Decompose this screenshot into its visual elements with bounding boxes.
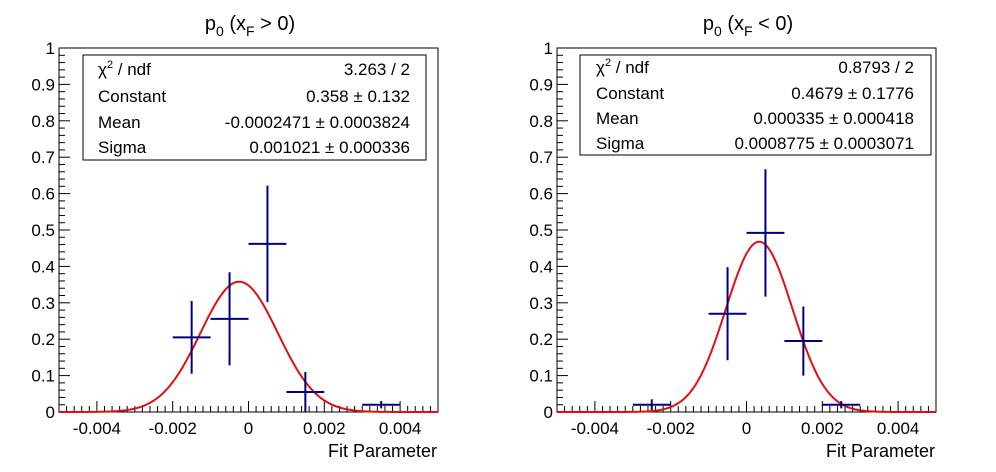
gaussian-fit-curve: [557, 240, 936, 413]
stats-box: χ2 / ndf 3.263 / 2 Constant 0.358 ± 0.13…: [82, 54, 427, 161]
x-tick-label: 0: [742, 419, 751, 438]
data-point: [746, 169, 785, 297]
stats-box-frame: [579, 54, 932, 156]
stats-constant-label: Constant: [98, 87, 166, 106]
y-axis: 0 0.1 0.2 0.3 0.4 0.5 0.6 0.7 0.8 0.9 1: [31, 39, 70, 422]
x-axis: -0.004 -0.002 0 0.002 0.004: [58, 401, 439, 438]
y-tick-label: 0.8: [529, 112, 553, 131]
y-tick-label: 0.2: [529, 330, 553, 349]
x-tick-label: -0.004: [73, 419, 121, 438]
stats-chi2-value: 3.263 / 2: [344, 60, 410, 79]
y-tick-label: 0.9: [529, 75, 553, 94]
data-point: [172, 300, 211, 374]
y-tick-label: 1: [46, 39, 55, 58]
stats-constant-value: 0.4679 ± 0.1776: [791, 84, 914, 103]
y-tick-label: 0.2: [31, 330, 55, 349]
y-tick-label: 0.4: [31, 257, 55, 276]
stats-chi2-label: χ2 / ndf: [596, 57, 649, 77]
stats-sigma-label: Sigma: [596, 134, 645, 153]
data-points: [632, 169, 861, 411]
y-tick-label: 0.8: [31, 112, 55, 131]
data-point: [632, 399, 671, 411]
data-point: [210, 272, 249, 366]
stats-sigma-value: 0.001021 ± 0.000336: [249, 138, 410, 157]
stats-mean-label: Mean: [596, 109, 639, 128]
chart-title: p0 (xF > 0): [205, 13, 295, 39]
x-tick-label: -0.002: [149, 419, 197, 438]
data-point: [362, 401, 401, 409]
y-tick-label: 0: [46, 403, 55, 422]
stats-constant-label: Constant: [596, 84, 664, 103]
y-tick-label: 0.5: [31, 221, 55, 240]
stats-constant-value: 0.358 ± 0.132: [306, 87, 410, 106]
y-tick-label: 0.6: [31, 185, 55, 204]
x-axis: -0.004 -0.002 0 0.002 0.004: [556, 401, 937, 438]
data-point: [248, 185, 287, 303]
y-tick-label: 0.1: [529, 367, 553, 386]
y-axis: 0 0.1 0.2 0.3 0.4 0.5 0.6 0.7 0.8 0.9 1: [529, 39, 568, 422]
y-tick-label: 0.3: [529, 294, 553, 313]
stats-mean-label: Mean: [98, 113, 141, 132]
x-tick-label: -0.002: [647, 419, 695, 438]
data-point: [708, 267, 747, 361]
y-tick-label: 1: [544, 39, 553, 58]
stats-chi2-label: χ2 / ndf: [98, 59, 151, 79]
y-tick-label: 0.9: [31, 75, 55, 94]
stats-sigma-label: Sigma: [98, 138, 147, 157]
y-tick-label: 0.3: [31, 294, 55, 313]
stats-box-frame: [82, 54, 427, 161]
chart-panel-xf-negative: p0 (xF < 0) 0 0.1 0.2 0.3 0.4 0.5 0.6 0.7 0.8 0.9…: [529, 13, 937, 461]
y-tick-label: 0: [544, 403, 553, 422]
y-tick-label: 0.7: [31, 148, 55, 167]
stats-mean-value: -0.0002471 ± 0.0003824: [225, 113, 410, 132]
x-tick-label: 0.002: [303, 419, 346, 438]
stats-chi2-value: 0.8793 / 2: [838, 58, 914, 77]
x-tick-label: 0.004: [379, 419, 422, 438]
y-tick-label: 0.7: [529, 148, 553, 167]
data-point: [784, 306, 823, 376]
x-tick-label: 0: [244, 419, 253, 438]
y-tick-label: 0.5: [529, 221, 553, 240]
y-tick-label: 0.1: [31, 367, 55, 386]
data-point: [822, 401, 861, 409]
gaussian-fit-curve: [59, 280, 438, 413]
stats-box: χ2 / ndf 0.8793 / 2 Constant 0.4679 ± 0.…: [579, 54, 932, 156]
data-points: [172, 185, 401, 412]
chart-title: p0 (xF < 0): [703, 13, 793, 39]
x-tick-label: 0.002: [801, 419, 844, 438]
data-point: [286, 371, 325, 412]
y-tick-label: 0.6: [529, 185, 553, 204]
chart-panel-xf-positive: p0 (xF > 0) 0 0.1 0.2 0.3 0.4 0.5 0.6 0.7 0.8 0.9…: [31, 13, 439, 461]
x-axis-label: Fit Parameter: [328, 441, 437, 461]
y-tick-label: 0.4: [529, 257, 553, 276]
stats-sigma-value: 0.0008775 ± 0.0003071: [734, 134, 914, 153]
stats-mean-value: 0.000335 ± 0.000418: [753, 109, 914, 128]
x-tick-label: 0.004: [877, 419, 920, 438]
x-axis-label: Fit Parameter: [826, 441, 935, 461]
x-tick-label: -0.004: [571, 419, 619, 438]
